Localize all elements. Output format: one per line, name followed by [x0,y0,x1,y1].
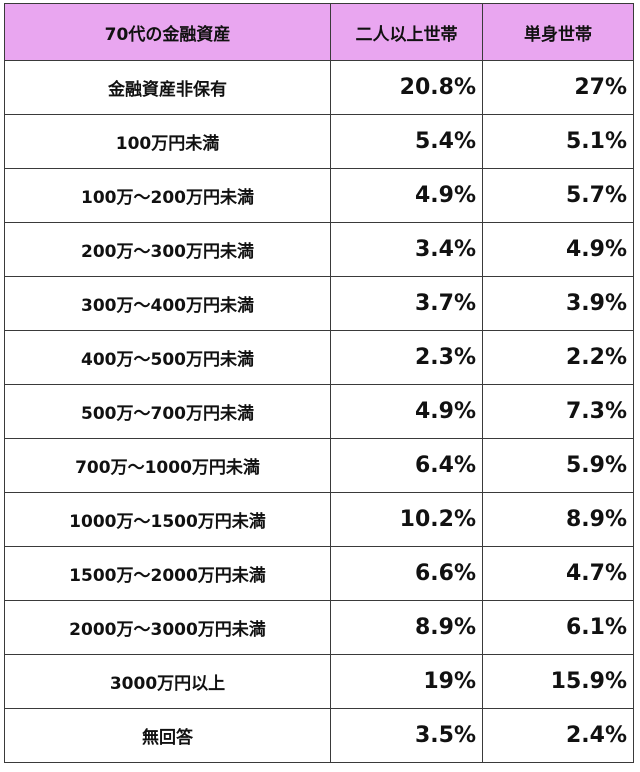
financial-assets-table: 70代の金融資産 二人以上世帯 単身世帯 金融資産非保有 20.8% 27% 100万… [4,3,634,763]
row-label: 200万～300万円未満 [4,222,331,277]
single-value: 6.1% [482,600,634,655]
header-single-household: 単身世帯 [482,3,634,61]
row-label: 3000万円以上 [4,654,331,709]
table-row: 2000万～3000万円未満 8.9% 6.1% [4,600,634,655]
row-label: 1500万～2000万円未満 [4,546,331,601]
single-value: 15.9% [482,654,634,709]
table-row: 100万～200万円未満 4.9% 5.7% [4,168,634,223]
single-value: 3.9% [482,276,634,331]
single-value: 27% [482,60,634,115]
multi-person-value: 8.9% [330,600,483,655]
row-label: 100万円未満 [4,114,331,169]
table-row: 200万～300万円未満 3.4% 4.9% [4,222,634,277]
header-multi-person-household: 二人以上世帯 [330,3,483,61]
row-label: 1000万～1500万円未満 [4,492,331,547]
single-value: 2.4% [482,708,634,763]
single-value: 4.9% [482,222,634,277]
multi-person-value: 3.5% [330,708,483,763]
multi-person-value: 2.3% [330,330,483,385]
multi-person-value: 10.2% [330,492,483,547]
multi-person-value: 4.9% [330,168,483,223]
multi-person-value: 3.4% [330,222,483,277]
table-row: 3000万円以上 19% 15.9% [4,654,634,709]
multi-person-value: 20.8% [330,60,483,115]
table-row: 100万円未満 5.4% 5.1% [4,114,634,169]
table-row: 金融資産非保有 20.8% 27% [4,60,634,115]
single-value: 5.7% [482,168,634,223]
single-value: 7.3% [482,384,634,439]
single-value: 5.1% [482,114,634,169]
multi-person-value: 6.4% [330,438,483,493]
table-row: 400万～500万円未満 2.3% 2.2% [4,330,634,385]
financial-assets-table-container: 70代の金融資産 二人以上世帯 単身世帯 金融資産非保有 20.8% 27% 100万… [4,3,634,763]
table-body: 金融資産非保有 20.8% 27% 100万円未満 5.4% 5.1% 100万～200万円… [4,60,634,763]
table-row: 1000万～1500万円未満 10.2% 8.9% [4,492,634,547]
single-value: 8.9% [482,492,634,547]
row-label: 500万～700万円未満 [4,384,331,439]
table-row: 無回答 3.5% 2.4% [4,708,634,763]
table-row: 700万～1000万円未満 6.4% 5.9% [4,438,634,493]
row-label: 100万～200万円未満 [4,168,331,223]
multi-person-value: 6.6% [330,546,483,601]
table-header-row: 70代の金融資産 二人以上世帯 単身世帯 [4,3,634,61]
table-row: 300万～400万円未満 3.7% 3.9% [4,276,634,331]
row-label: 400万～500万円未満 [4,330,331,385]
multi-person-value: 4.9% [330,384,483,439]
table-row: 1500万～2000万円未満 6.6% 4.7% [4,546,634,601]
row-label: 無回答 [4,708,331,763]
table-row: 500万～700万円未満 4.9% 7.3% [4,384,634,439]
multi-person-value: 5.4% [330,114,483,169]
multi-person-value: 19% [330,654,483,709]
row-label: 2000万～3000万円未満 [4,600,331,655]
row-label: 金融資産非保有 [4,60,331,115]
single-value: 2.2% [482,330,634,385]
single-value: 4.7% [482,546,634,601]
single-value: 5.9% [482,438,634,493]
header-category: 70代の金融資産 [4,3,331,61]
row-label: 300万～400万円未満 [4,276,331,331]
row-label: 700万～1000万円未満 [4,438,331,493]
multi-person-value: 3.7% [330,276,483,331]
